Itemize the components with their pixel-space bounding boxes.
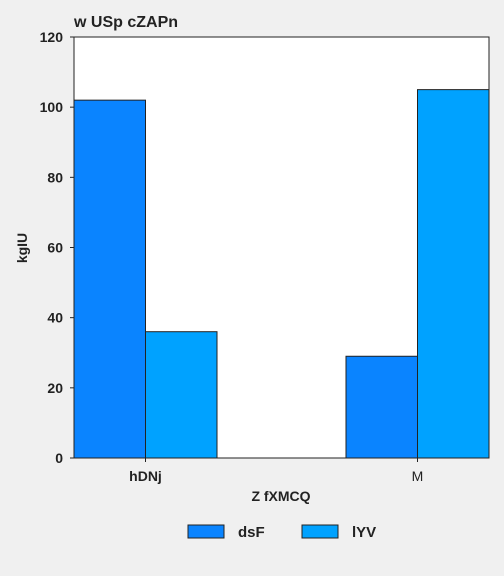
y-tick-label: 40 xyxy=(47,310,63,326)
y-tick-label: 60 xyxy=(47,240,63,256)
legend-swatch-lYV xyxy=(301,524,339,539)
bars-group xyxy=(73,89,490,459)
legend-swatch-dsF xyxy=(187,524,225,539)
y-tick-label: 100 xyxy=(40,99,64,115)
y-tick-label: 120 xyxy=(40,29,64,45)
bar-dsF-hDNj xyxy=(73,99,146,459)
x-axis-ticks: hDNj M xyxy=(129,458,423,484)
bar-dsF-M xyxy=(345,355,418,459)
bar-lYV-M xyxy=(417,89,490,459)
legend: dsF lYV xyxy=(187,524,376,541)
x-tick-label: M xyxy=(412,468,424,484)
y-axis-ticks: 0 20 40 60 80 100 120 xyxy=(40,29,74,466)
chart-title: w USp cZAPn xyxy=(73,14,178,31)
legend-label-dsF: dsF xyxy=(238,524,265,541)
x-tick-label: hDNj xyxy=(129,468,162,484)
y-tick-label: 80 xyxy=(47,169,63,185)
y-tick-label: 20 xyxy=(47,380,63,396)
bar-lYV-hDNj xyxy=(145,331,218,459)
x-axis-label: Z fXMCQ xyxy=(251,488,310,504)
y-tick-label: 0 xyxy=(55,450,63,466)
y-axis-label: kgIU xyxy=(14,233,30,263)
legend-label-lYV: lYV xyxy=(352,524,376,541)
